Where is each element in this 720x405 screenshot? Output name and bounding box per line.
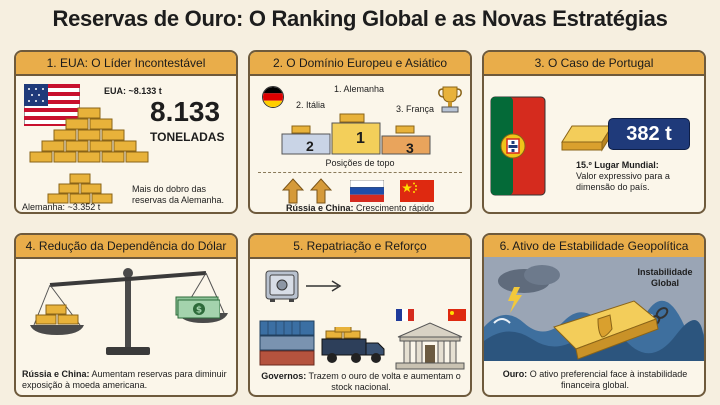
growth-text: Crescimento rápido: [356, 203, 435, 213]
panel-header: 1. EUA: O Líder Incontestável: [16, 52, 236, 76]
podium-number-1: 1: [356, 130, 365, 147]
usa-label: EUA: ~8.133 t: [104, 86, 162, 96]
gold-bars-small-icon: [47, 173, 113, 204]
page-title: Reservas de Ouro: O Ranking Global e as …: [52, 6, 668, 31]
podium-number-2: 2: [306, 138, 314, 154]
divider: [258, 172, 462, 173]
podium-first-label: 1. Alemanha: [334, 84, 385, 94]
growth-bold: Rússia e China:: [285, 203, 354, 213]
panel-header: 3. O Caso de Portugal: [484, 52, 704, 76]
usa-big-unit: TONELADAS: [150, 130, 225, 144]
panel-header: 6. Ativo de Estabilidade Geopolítica: [484, 235, 704, 259]
dollar-body: Aumentam reservas para diminuir exposiçã…: [22, 369, 227, 390]
gold-bar-icon: [561, 124, 613, 152]
panel-repatriation: 5. Repatriação e Reforço Governos: Traze…: [248, 233, 472, 397]
panel-dollar-dependency: 4. Redução da Dependência do Dólar $ Rús…: [14, 233, 238, 397]
portugal-rank-text: Valor expressivo para a dimensão do país…: [576, 171, 670, 192]
safe-icon: [265, 270, 299, 302]
portugal-flag-icon: [490, 96, 546, 196]
repatriation-bold: Governos:: [261, 371, 307, 381]
portugal-rank: 15.º Lugar Mundial:: [576, 160, 659, 170]
gold-bars-large-icon: [29, 107, 149, 163]
comparison-text: Mais do dobro das reservas da Alemanha.: [132, 184, 225, 205]
svg-text:$: $: [196, 306, 202, 316]
containers-icon: [259, 320, 315, 366]
arrow-right-icon: [306, 280, 342, 292]
dollar-bold: Rússia e China:: [22, 369, 90, 379]
podium-caption: Posições de topo: [325, 158, 395, 168]
podium-number-3: 3: [406, 140, 414, 156]
panel-usa: 1. EUA: O Líder Incontestável EUA: ~8.13…: [14, 50, 238, 214]
china-flag-icon: [448, 309, 466, 321]
panel-portugal: 3. O Caso de Portugal 382 t 15.º Lugar M…: [482, 50, 706, 214]
podium-graphic: [281, 113, 431, 155]
germany-flag-icon: [262, 86, 284, 108]
usa-big-number: 8.133: [150, 96, 221, 127]
germany-label: Alemanha: ~3.352 t: [22, 202, 101, 212]
storm-scene-graphic: [484, 257, 704, 361]
russia-flag-icon: [350, 180, 384, 202]
bank-building-icon: [395, 322, 465, 370]
arrow-up-icon: [282, 178, 304, 204]
france-flag-icon: [396, 309, 414, 321]
storm-label: Instabilidade Global: [637, 267, 693, 288]
panel-geopolitical: 6. Ativo de Estabilidade Geopolítica Ins…: [482, 233, 706, 397]
china-flag-icon: [400, 180, 434, 202]
repatriation-body: Trazem o ouro de volta e aumentam o stoc…: [308, 371, 461, 392]
panel-europe-asia: 2. O Domínio Europeu e Asiático 1. Alema…: [248, 50, 472, 214]
stability-body: O ativo preferencial face à instabilidad…: [529, 369, 688, 390]
stability-bold: Ouro:: [502, 369, 528, 379]
truck-icon: [321, 327, 385, 363]
panel-header: 2. O Domínio Europeu e Asiático: [250, 52, 470, 76]
dollar-bills-icon: $: [175, 296, 220, 319]
podium-second-label: 2. Itália: [296, 100, 326, 110]
portugal-amount: 382 t: [608, 118, 690, 150]
podium-third-label: 3. França: [396, 104, 435, 114]
dollar-text: Rússia e China: Aumentam reservas para d…: [22, 369, 232, 391]
stability-text: Ouro: O ativo preferencial face à instab…: [490, 369, 700, 391]
usa-flag-icon: [24, 84, 80, 126]
repatriation-text: Governos: Trazem o ouro de volta e aumen…: [256, 371, 466, 393]
trophy-icon: [438, 86, 462, 113]
panel-header: 5. Repatriação e Reforço: [250, 235, 470, 259]
growth-line: Rússia e China: Crescimento rápido: [250, 203, 470, 213]
arrow-up-icon: [310, 178, 332, 204]
panel-header: 4. Redução da Dependência do Dólar: [16, 235, 236, 259]
